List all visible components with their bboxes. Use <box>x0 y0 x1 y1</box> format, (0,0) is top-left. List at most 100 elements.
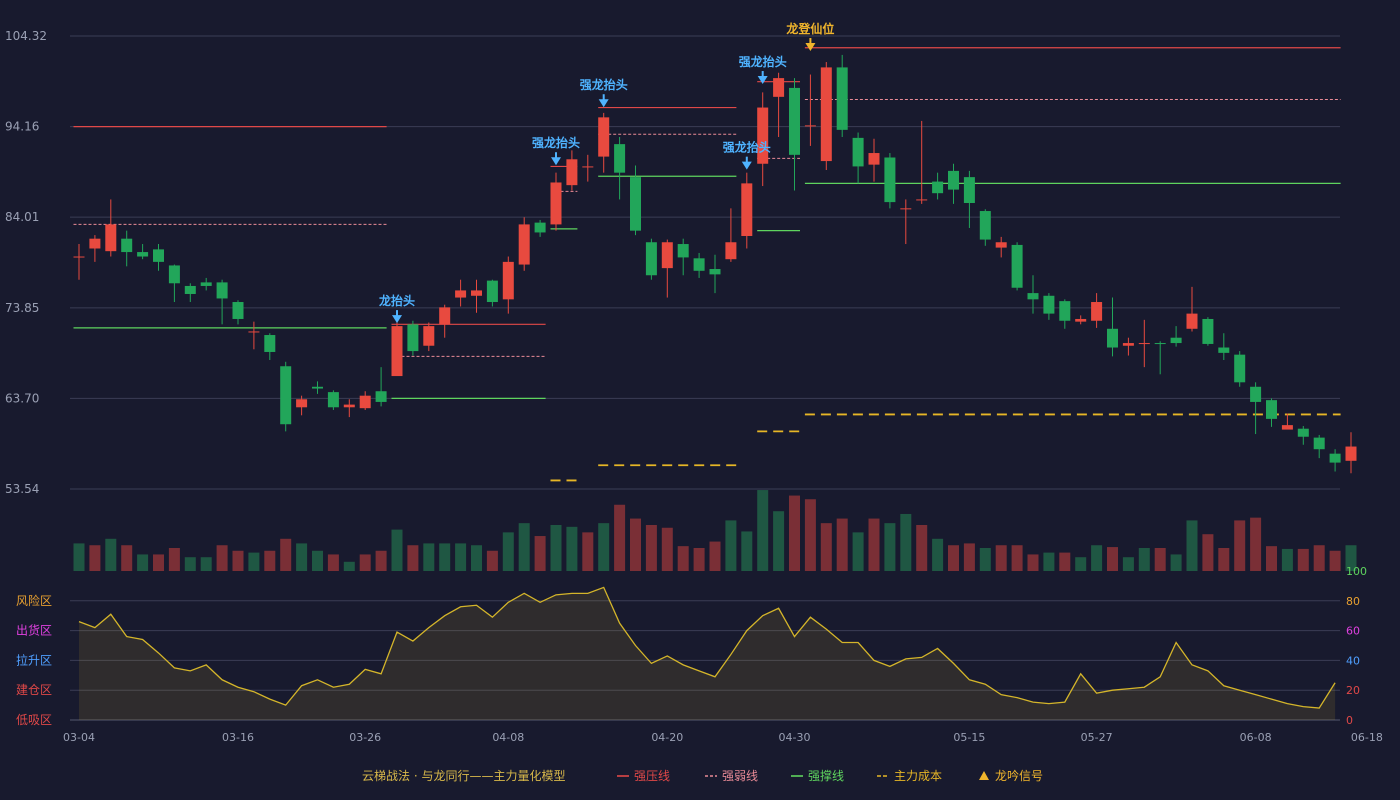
candle-body <box>137 252 149 257</box>
volume-bar <box>948 545 959 571</box>
volume-bar <box>486 550 498 571</box>
volume-bar <box>1170 554 1182 571</box>
osc-tick-label: 60 <box>1346 625 1360 638</box>
date-tick-label: 03-16 <box>222 731 254 744</box>
date-tick-label: 03-26 <box>349 731 381 744</box>
osc-tick-label: 0 <box>1346 714 1353 727</box>
volume-bar <box>1138 548 1150 571</box>
candle-body <box>200 282 212 286</box>
candle-body <box>1091 302 1103 321</box>
candle-body <box>630 177 641 231</box>
volume-bar <box>216 545 228 571</box>
candle-body <box>534 222 546 233</box>
signal-label: 龙抬头 <box>379 293 415 308</box>
legend-item-label: 主力成本 <box>894 769 942 783</box>
volume-bar <box>391 529 403 571</box>
volume-bar <box>1059 552 1071 571</box>
candle-body <box>709 269 721 275</box>
volume-bar <box>1266 546 1277 571</box>
candlesticks <box>73 54 1357 474</box>
volume-bar <box>1218 548 1230 571</box>
date-tick-label: 05-27 <box>1081 731 1113 744</box>
candle-body <box>1218 347 1230 353</box>
grid-lines <box>70 35 1340 490</box>
legend-item-label: 龙吟信号 <box>995 768 1043 783</box>
candle-body <box>979 211 991 240</box>
candle-body <box>153 249 164 262</box>
volume-bar <box>1250 517 1262 571</box>
volume-bar <box>995 545 1007 571</box>
signal-arrow-icon <box>598 99 609 108</box>
candle-body <box>105 224 117 252</box>
volume-bar <box>550 525 562 571</box>
signal-label: 强龙抬头 <box>739 54 787 69</box>
candle-body <box>773 78 785 97</box>
price-tick-label: 94.16 <box>5 120 39 134</box>
signal-arrow-icon <box>757 76 768 85</box>
candle-body <box>486 280 498 303</box>
volume-bar <box>645 525 657 571</box>
volume-bar <box>1345 545 1357 571</box>
candle-body <box>1186 313 1198 329</box>
volume-bar <box>248 552 260 571</box>
legend-item-label: 强撑线 <box>808 768 844 783</box>
volume-bar <box>677 546 689 571</box>
date-tick-label: 06-18 <box>1351 731 1383 744</box>
candle-body <box>1345 446 1357 461</box>
volume-bar <box>518 523 530 571</box>
candle-body <box>995 242 1007 248</box>
volume-bar <box>455 543 467 571</box>
candle-body <box>916 199 928 201</box>
oscillator-panel: 0 20 40 60 80 100 低吸区 建仓区 拉升区 出货区 风险区 <box>16 565 1367 727</box>
osc-tick-label: 20 <box>1346 684 1360 697</box>
candle-body <box>248 331 260 333</box>
signal-arrow-icon <box>741 161 752 170</box>
signal-label: 强龙抬头 <box>532 135 580 150</box>
volume-bar <box>502 532 514 571</box>
osc-tick-label: 80 <box>1346 595 1360 608</box>
volume-bar <box>121 545 133 571</box>
volume-bar <box>1107 547 1118 571</box>
candle-body <box>407 324 419 352</box>
volume-bar <box>168 548 180 571</box>
volume-bar <box>757 490 769 571</box>
osc-zone-label: 出货区 <box>16 623 52 638</box>
candle-body <box>677 244 689 258</box>
volume-bar <box>1154 548 1166 571</box>
candle-body <box>502 261 514 300</box>
date-axis: 03-04 03-16 03-26 04-08 04-20 04-30 05-15 05-27… <box>63 731 1383 744</box>
volume-bar <box>280 538 292 571</box>
candle-body <box>232 302 244 319</box>
osc-zone-label: 建仓区 <box>16 683 52 697</box>
volume-bar <box>153 554 164 571</box>
level-lines <box>73 47 1341 482</box>
candle-body <box>312 386 323 389</box>
date-tick-label: 03-04 <box>63 731 95 744</box>
volume-bar <box>804 499 816 571</box>
candle-body <box>359 395 371 409</box>
candle-body <box>375 391 387 402</box>
volume-bar <box>184 557 196 571</box>
osc-zone-label: 拉升区 <box>16 652 52 667</box>
candle-body <box>1202 318 1214 344</box>
volume-bar <box>375 550 387 571</box>
osc-zone-label: 低吸区 <box>16 713 52 727</box>
signal-arrow-icon <box>551 157 561 166</box>
legend: 云梯战法 · 与龙同行——主力量化模型 强压线 强弱线 强撑线 主力成本 龙吟信号 <box>362 768 1043 783</box>
candle-body <box>280 366 292 425</box>
price-tick-label: 104.32 <box>5 29 47 43</box>
volume-bar <box>1186 520 1198 571</box>
candle-body <box>184 285 196 294</box>
volume-bar <box>836 518 848 571</box>
volume-bar <box>932 538 944 571</box>
price-axis: 104.32 94.16 84.01 73.85 63.70 53.54 <box>5 29 47 496</box>
legend-title: 云梯战法 · 与龙同行——主力量化模型 <box>362 769 565 783</box>
candle-body <box>645 242 657 276</box>
volume-bar <box>693 548 705 571</box>
candle-body <box>1234 354 1246 383</box>
candle-body <box>1107 328 1118 348</box>
signal-arrow-icon <box>805 43 816 52</box>
volume-bar <box>1075 557 1087 571</box>
candle-body <box>439 307 451 325</box>
